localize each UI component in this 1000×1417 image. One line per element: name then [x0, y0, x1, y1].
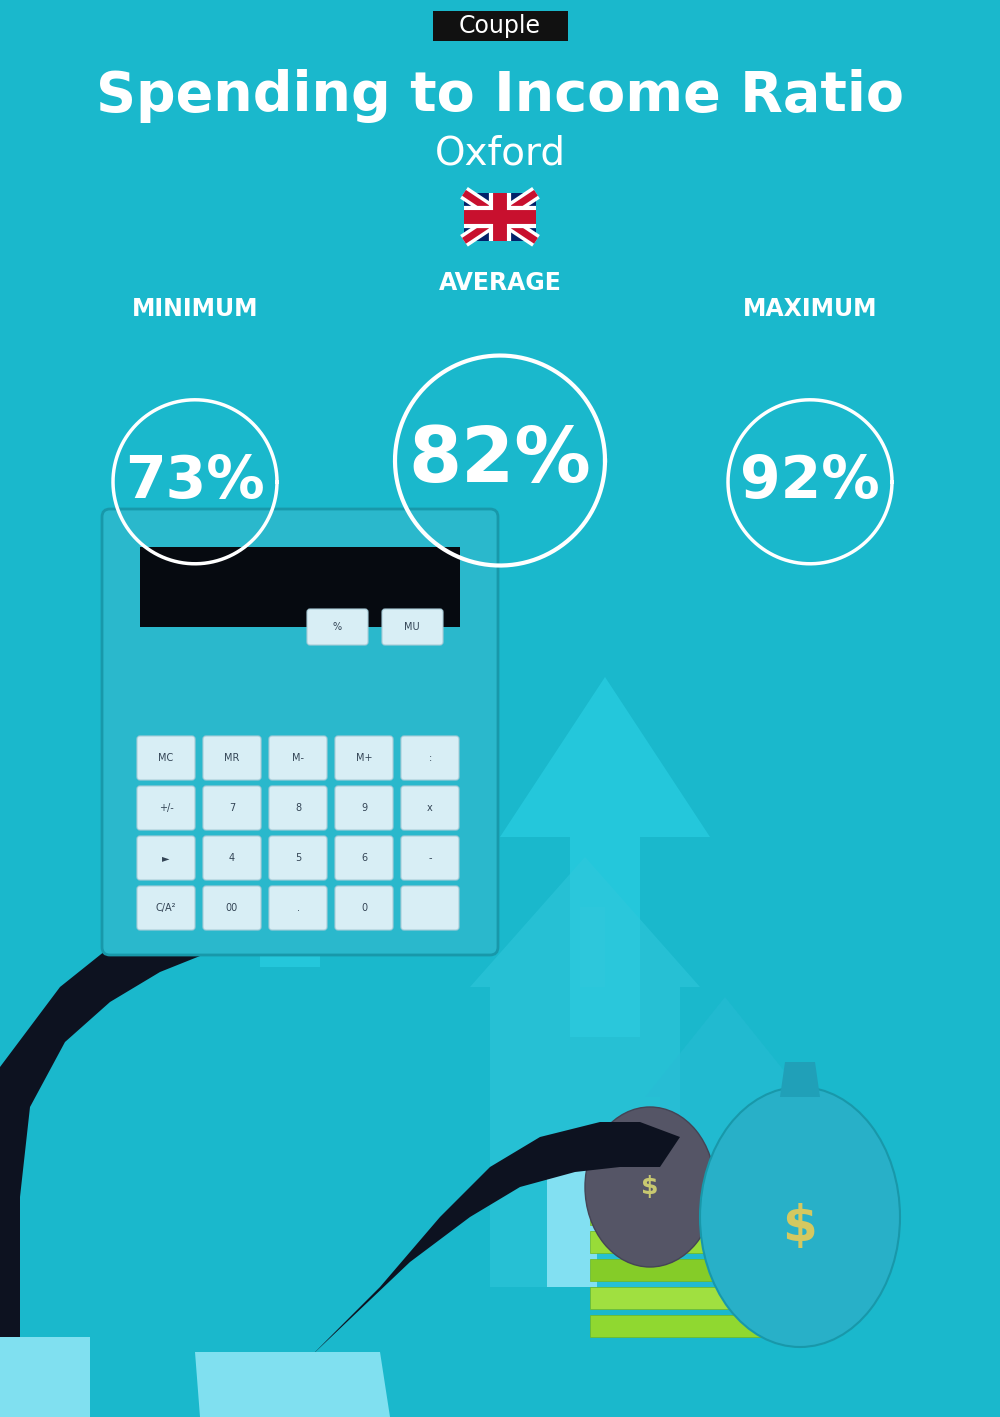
- Text: x: x: [427, 803, 433, 813]
- Text: MR: MR: [224, 752, 240, 762]
- Text: -: -: [428, 853, 432, 863]
- Text: 6: 6: [361, 853, 367, 863]
- Text: 73%: 73%: [125, 453, 265, 510]
- Polygon shape: [645, 998, 805, 1097]
- Ellipse shape: [700, 1087, 900, 1348]
- FancyBboxPatch shape: [269, 886, 327, 930]
- Text: $: $: [783, 1203, 817, 1251]
- Text: Couple: Couple: [459, 14, 541, 37]
- FancyBboxPatch shape: [590, 1258, 790, 1281]
- FancyBboxPatch shape: [137, 786, 195, 830]
- Text: AVERAGE: AVERAGE: [439, 272, 561, 295]
- Polygon shape: [470, 857, 700, 988]
- FancyBboxPatch shape: [590, 1203, 790, 1226]
- FancyBboxPatch shape: [401, 886, 459, 930]
- Text: .: .: [296, 903, 300, 913]
- Polygon shape: [200, 1122, 680, 1417]
- Polygon shape: [200, 657, 380, 966]
- FancyBboxPatch shape: [203, 886, 261, 930]
- Text: ►: ►: [162, 853, 170, 863]
- FancyBboxPatch shape: [137, 735, 195, 779]
- FancyBboxPatch shape: [590, 1231, 790, 1253]
- FancyBboxPatch shape: [335, 886, 393, 930]
- Text: C/A²: C/A²: [156, 903, 176, 913]
- Text: MINIMUM: MINIMUM: [132, 298, 258, 320]
- FancyBboxPatch shape: [464, 193, 536, 241]
- Polygon shape: [0, 1338, 90, 1417]
- Text: 8: 8: [295, 803, 301, 813]
- Text: Oxford: Oxford: [434, 135, 566, 171]
- FancyBboxPatch shape: [335, 836, 393, 880]
- Polygon shape: [195, 1352, 390, 1417]
- FancyBboxPatch shape: [102, 509, 498, 955]
- Polygon shape: [660, 1097, 790, 1287]
- FancyBboxPatch shape: [401, 836, 459, 880]
- Text: %: %: [332, 622, 342, 632]
- Text: 7: 7: [229, 803, 235, 813]
- Text: 82%: 82%: [409, 424, 591, 497]
- FancyBboxPatch shape: [335, 735, 393, 779]
- Text: Spending to Income Ratio: Spending to Income Ratio: [96, 69, 904, 123]
- Text: M+: M+: [356, 752, 372, 762]
- Text: MU: MU: [404, 622, 420, 632]
- FancyBboxPatch shape: [401, 735, 459, 779]
- FancyBboxPatch shape: [203, 735, 261, 779]
- Polygon shape: [490, 988, 680, 1287]
- FancyBboxPatch shape: [203, 786, 261, 830]
- Text: 9: 9: [361, 803, 367, 813]
- FancyBboxPatch shape: [140, 547, 460, 626]
- Text: M-: M-: [292, 752, 304, 762]
- Polygon shape: [0, 897, 310, 1417]
- FancyBboxPatch shape: [590, 1287, 790, 1309]
- Polygon shape: [500, 677, 710, 1037]
- FancyBboxPatch shape: [269, 735, 327, 779]
- Text: MAXIMUM: MAXIMUM: [743, 298, 877, 320]
- Text: :: :: [428, 752, 432, 762]
- Ellipse shape: [585, 1107, 715, 1267]
- Text: 0: 0: [361, 903, 367, 913]
- Text: 4: 4: [229, 853, 235, 863]
- Text: +/-: +/-: [159, 803, 173, 813]
- FancyBboxPatch shape: [335, 786, 393, 830]
- Polygon shape: [780, 1061, 820, 1097]
- FancyBboxPatch shape: [547, 1168, 597, 1287]
- FancyBboxPatch shape: [307, 609, 368, 645]
- FancyBboxPatch shape: [137, 886, 195, 930]
- Text: 92%: 92%: [740, 453, 880, 510]
- Text: MC: MC: [158, 752, 174, 762]
- FancyBboxPatch shape: [137, 836, 195, 880]
- FancyBboxPatch shape: [203, 836, 261, 880]
- Text: $: $: [641, 1175, 659, 1199]
- Text: 00: 00: [226, 903, 238, 913]
- FancyBboxPatch shape: [269, 836, 327, 880]
- FancyBboxPatch shape: [432, 10, 568, 41]
- FancyBboxPatch shape: [401, 786, 459, 830]
- FancyBboxPatch shape: [590, 1315, 790, 1338]
- Polygon shape: [580, 907, 605, 988]
- FancyBboxPatch shape: [382, 609, 443, 645]
- FancyBboxPatch shape: [269, 786, 327, 830]
- Text: 5: 5: [295, 853, 301, 863]
- Bar: [464, 193, 536, 241]
